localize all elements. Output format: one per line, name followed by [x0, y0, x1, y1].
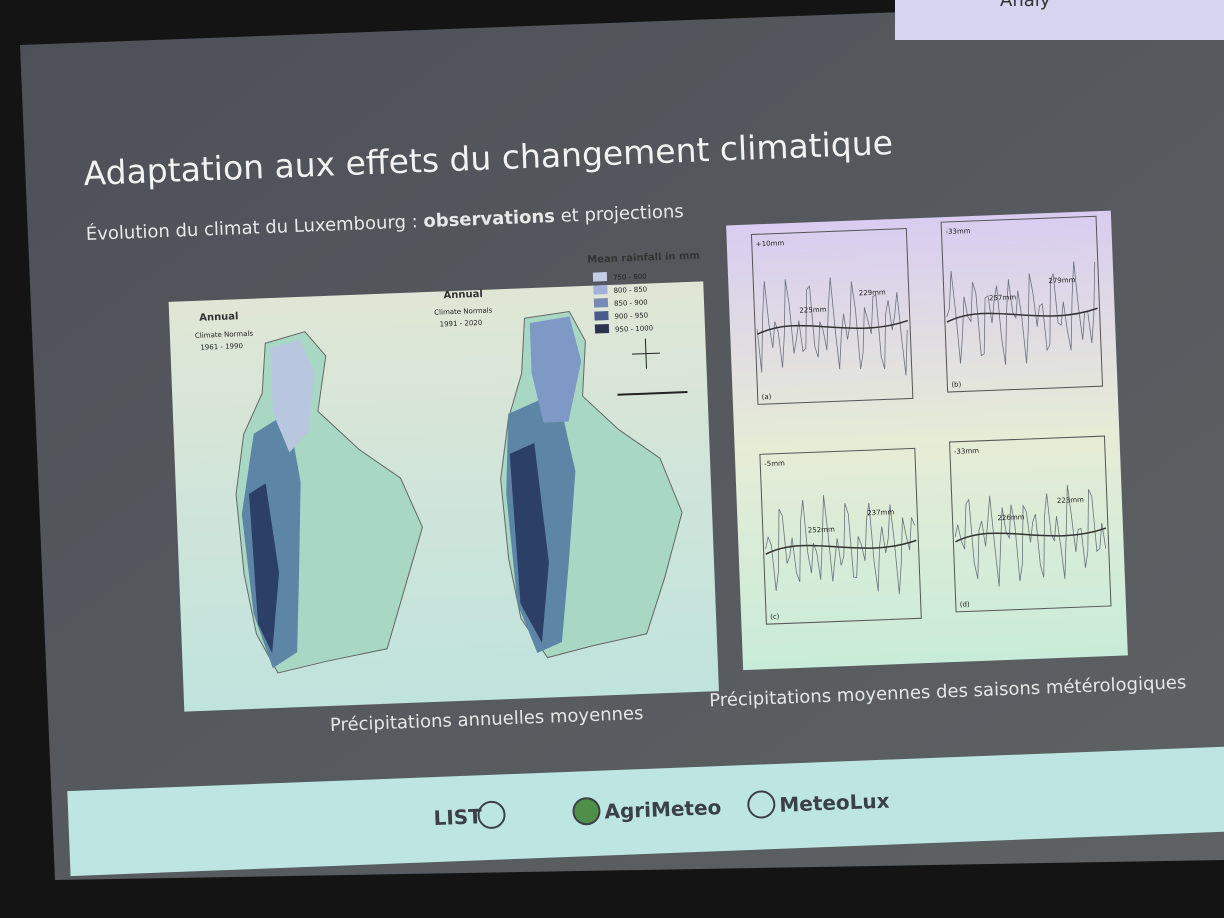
slide-subtitle: Évolution du climat du Luxembourg : obse…	[86, 200, 685, 245]
legend-swatch	[593, 285, 608, 295]
map-heading: Annual	[199, 311, 239, 323]
panel-letter: (c)	[770, 613, 780, 621]
map-normals: Climate Normals	[195, 330, 254, 340]
legend-swatch	[594, 324, 610, 334]
map-years: 1991 - 2020	[440, 319, 483, 329]
chart-panels: +10mm 225mm 229mm (a) -33mm 257mm 279mm (b) -5mm…	[750, 215, 1112, 625]
panel-change: -33mm	[954, 447, 980, 456]
panel-note: 252mm	[808, 525, 835, 534]
map-right	[500, 310, 683, 659]
panel-change: -5mm	[764, 459, 785, 468]
legend: 750 - 800 800 - 850 850 - 900 900 - 950 950 …	[592, 272, 653, 334]
slide-content: Adaptation aux effets du changement clim…	[67, 123, 1224, 877]
panel-note: 223mm	[1057, 496, 1084, 505]
legend-swatch	[594, 311, 609, 321]
panel-trend	[765, 539, 917, 555]
legend-label: 750 - 800	[613, 273, 647, 282]
logo-icon	[747, 790, 776, 819]
legend-title: Mean rainfall in mm	[587, 250, 700, 265]
legend-label: 900 - 950	[614, 312, 648, 321]
logo-text: LIST	[433, 804, 482, 830]
panel-frame	[750, 228, 914, 405]
subtitle-bold: observations	[423, 206, 555, 232]
map-years: 1961 - 1990	[200, 342, 243, 352]
logos: LIST AgriMeteo MeteoLux	[433, 789, 890, 830]
legend-swatch	[592, 272, 608, 282]
panel-change: +10mm	[756, 239, 785, 248]
panel-letter: (d)	[960, 600, 970, 608]
corner-box	[895, 0, 1224, 40]
logo-icon	[477, 800, 506, 829]
map-heading: Annual	[443, 289, 483, 301]
panel-note: 237mm	[867, 508, 894, 517]
panel-note: 225mm	[799, 306, 826, 315]
panel-trend	[946, 307, 1098, 323]
panel-series	[756, 277, 908, 376]
compass	[617, 338, 688, 396]
panel-note: 226mm	[997, 513, 1024, 522]
corner-label: Analy	[1000, 0, 1051, 11]
logo-icon	[572, 797, 601, 826]
panel-note: 279mm	[1048, 276, 1075, 285]
panel-letter: (a)	[762, 393, 772, 401]
legend-label: 850 - 900	[614, 299, 648, 308]
panel-change: -33mm	[945, 227, 971, 236]
panel-series	[765, 495, 916, 595]
panel-frame	[949, 435, 1112, 613]
panel-trend	[756, 319, 909, 335]
legend-label: 950 - 1000	[615, 324, 653, 333]
panel-note: 257mm	[989, 293, 1016, 302]
map-left	[235, 331, 423, 674]
map-normals: Climate Normals	[434, 306, 493, 316]
legend-label: 800 - 850	[613, 286, 647, 295]
panel-note: 229mm	[859, 288, 886, 297]
panel-trend	[955, 527, 1107, 543]
logo-text: MeteoLux	[779, 789, 890, 817]
panel-letter: (b)	[951, 381, 961, 389]
panel-frame	[759, 447, 922, 625]
panel-series	[954, 484, 1107, 587]
footer-band	[67, 745, 1224, 877]
logo-text: AgriMeteo	[604, 795, 722, 823]
legend-swatch	[593, 298, 609, 308]
chart-panel	[726, 210, 1128, 671]
subtitle-text: et projections	[555, 201, 685, 227]
panel-frame	[940, 215, 1104, 393]
